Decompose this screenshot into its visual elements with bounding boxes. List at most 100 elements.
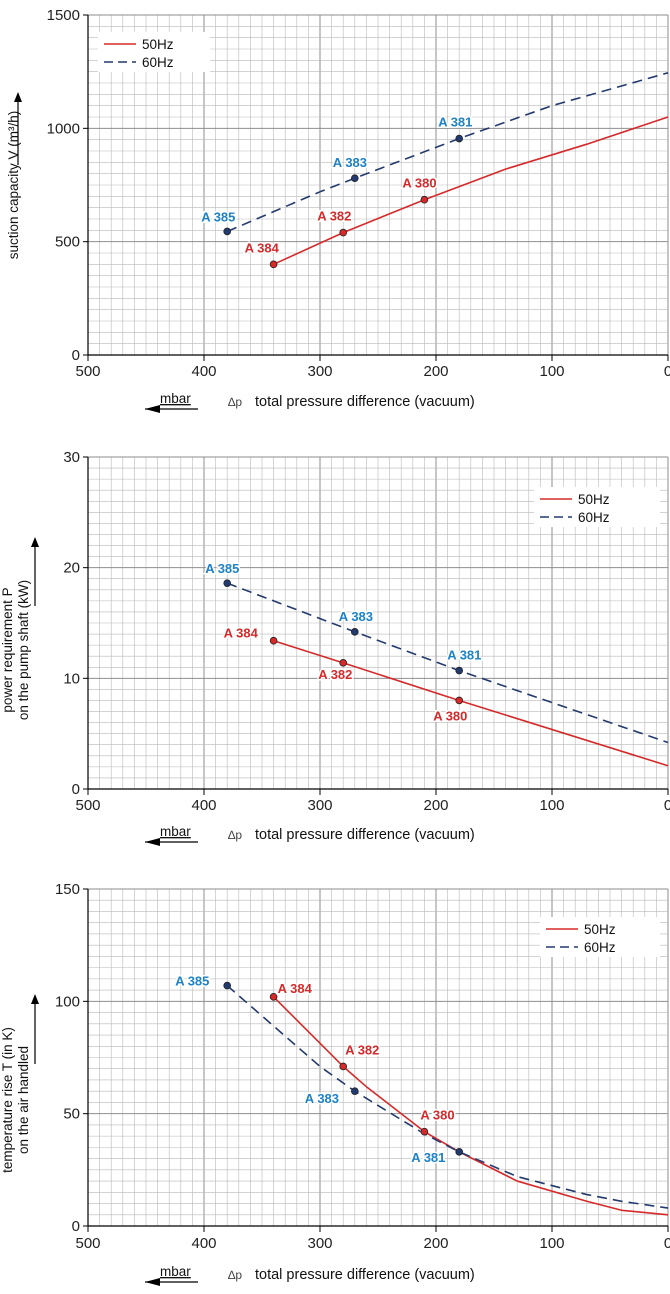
legend: 50Hz 60Hz bbox=[534, 487, 660, 527]
y-axis-label: temperature rise T (in K) on the air hand… bbox=[0, 1027, 31, 1173]
x-tick-label: 100 bbox=[539, 797, 564, 814]
unit-label: mbar bbox=[160, 391, 191, 406]
data-point bbox=[455, 134, 464, 143]
y-arrow-head bbox=[31, 994, 39, 1004]
data-point bbox=[339, 1062, 348, 1071]
x-tick-label: 500 bbox=[75, 797, 100, 814]
grid bbox=[87, 888, 669, 1227]
data-point bbox=[269, 260, 278, 269]
legend-label: 60Hz bbox=[584, 940, 616, 955]
point-label: A 383 bbox=[333, 155, 367, 170]
series-line-50Hz bbox=[273, 639, 669, 767]
data-point bbox=[420, 195, 429, 204]
x-axis-label: total pressure difference (vacuum) bbox=[255, 394, 475, 410]
point-label: A 382 bbox=[318, 667, 352, 682]
y-tick-label: 0 bbox=[72, 347, 80, 364]
data-point bbox=[455, 1148, 464, 1156]
x-tick-label: 400 bbox=[191, 797, 216, 814]
y-tick-label: 150 bbox=[55, 881, 80, 898]
y-tick-label: 500 bbox=[55, 234, 80, 251]
y-tick-label: 50 bbox=[63, 1106, 80, 1123]
unit-label: mbar bbox=[160, 1264, 191, 1279]
x-tick-label: 300 bbox=[307, 797, 332, 814]
legend-box bbox=[540, 917, 660, 957]
data-point bbox=[339, 659, 348, 667]
series-line-50Hz bbox=[273, 116, 669, 266]
y-arrow-head bbox=[14, 92, 22, 102]
legend-label: 50Hz bbox=[142, 37, 174, 52]
point-label: A 381 bbox=[447, 648, 481, 663]
data-point bbox=[455, 696, 464, 705]
data-point bbox=[350, 1087, 359, 1095]
y-tick-label: 20 bbox=[63, 560, 80, 577]
point-label: A 382 bbox=[317, 209, 351, 224]
x-tick-label: 100 bbox=[539, 1235, 564, 1252]
x-tick-label: 100 bbox=[539, 363, 564, 380]
y-axis-label: suction capacity V (m³/h) bbox=[6, 111, 21, 260]
legend-box bbox=[98, 32, 210, 72]
x-tick-label: 400 bbox=[191, 1235, 216, 1252]
x-axis-label: total pressure difference (vacuum) bbox=[255, 1267, 475, 1283]
x-tick-label: 200 bbox=[423, 1235, 448, 1252]
legend-label: 50Hz bbox=[578, 492, 610, 507]
data-point bbox=[350, 628, 359, 636]
data-point bbox=[223, 227, 232, 236]
legend-label: 50Hz bbox=[584, 922, 616, 937]
data-point bbox=[350, 174, 359, 183]
x-tick-label: 0 bbox=[664, 363, 670, 380]
x-axis-label: total pressure difference (vacuum) bbox=[255, 827, 475, 843]
point-label: A 385 bbox=[201, 209, 235, 224]
x-tick-label: 300 bbox=[307, 1235, 332, 1252]
y-tick-label: 30 bbox=[63, 449, 80, 466]
chart-2: 500 400 300 200 100 0 0 10 20 30 power requirement… bbox=[0, 449, 670, 846]
data-point bbox=[339, 228, 348, 237]
point-label: A 382 bbox=[345, 1042, 379, 1057]
point-label: A 380 bbox=[402, 176, 436, 191]
x-tick-label: 400 bbox=[191, 363, 216, 380]
data-point bbox=[420, 1127, 429, 1136]
data-point bbox=[223, 981, 232, 990]
legend: 50Hz 60Hz bbox=[540, 917, 660, 957]
y-axis-label-line: on the air handled bbox=[16, 1046, 31, 1154]
point-label: A 384 bbox=[245, 240, 280, 255]
x-tick-label: 500 bbox=[75, 1235, 100, 1252]
x-arrow-head bbox=[145, 1278, 160, 1286]
point-label: A 385 bbox=[175, 974, 209, 989]
y-tick-label: 0 bbox=[72, 1218, 80, 1235]
y-tick-label: 0 bbox=[72, 781, 80, 798]
data-point bbox=[455, 666, 464, 675]
y-axis-label-line: suction capacity V (m³/h) bbox=[6, 111, 21, 260]
y-tick-label: 1500 bbox=[47, 7, 80, 24]
y-tick-label: 1000 bbox=[47, 120, 80, 137]
point-label: A 381 bbox=[411, 1150, 445, 1165]
series-line-60Hz bbox=[226, 582, 669, 744]
x-axis-prefix: ∆p bbox=[228, 828, 242, 842]
point-label: A 380 bbox=[433, 708, 467, 723]
x-arrow-head bbox=[145, 405, 160, 413]
data-point bbox=[269, 636, 278, 645]
legend: 50Hz 60Hz bbox=[98, 32, 210, 72]
point-label: A 383 bbox=[339, 609, 373, 624]
x-tick-label: 0 bbox=[664, 1235, 670, 1252]
legend-label: 60Hz bbox=[142, 55, 174, 70]
point-label: A 381 bbox=[438, 115, 472, 130]
y-arrow-head bbox=[31, 537, 39, 547]
x-arrow-head bbox=[145, 838, 160, 846]
x-tick-label: 200 bbox=[423, 797, 448, 814]
y-tick-label: 10 bbox=[63, 670, 80, 687]
unit-label: mbar bbox=[160, 824, 191, 839]
x-axis-prefix: ∆p bbox=[228, 1268, 242, 1282]
point-label: A 380 bbox=[420, 1108, 454, 1123]
legend-label: 60Hz bbox=[578, 510, 610, 525]
series-line-60Hz bbox=[226, 985, 669, 1209]
y-axis-label-line: power requirement P bbox=[0, 587, 15, 712]
point-label: A 384 bbox=[224, 626, 259, 641]
series-line-60Hz bbox=[226, 72, 669, 233]
point-label: A 384 bbox=[278, 981, 313, 996]
point-label: A 383 bbox=[305, 1091, 339, 1106]
y-axis-label-line: temperature rise T (in K) bbox=[0, 1027, 15, 1173]
point-label: A 385 bbox=[205, 561, 239, 576]
